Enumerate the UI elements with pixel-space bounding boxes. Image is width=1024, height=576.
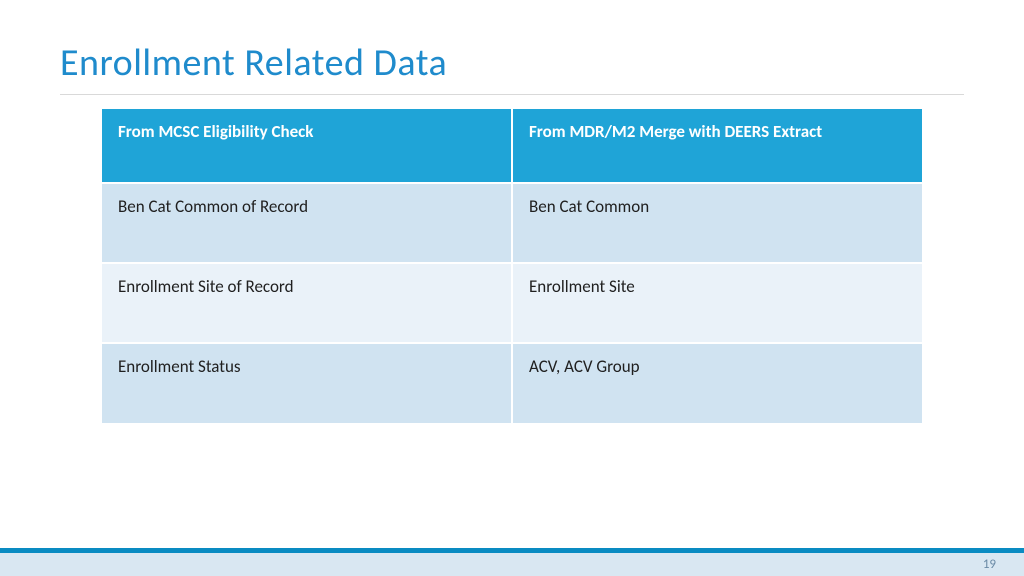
table-row: Enrollment Status ACV, ACV Group	[102, 343, 922, 423]
table-header-row: From MCSC Eligibility Check From MDR/M2 …	[102, 109, 922, 183]
slide: Enrollment Related Data From MCSC Eligib…	[0, 0, 1024, 576]
table-header-cell: From MCSC Eligibility Check	[102, 109, 512, 183]
table-cell: Ben Cat Common	[512, 183, 922, 263]
table-cell: Enrollment Site of Record	[102, 263, 512, 343]
data-table: From MCSC Eligibility Check From MDR/M2 …	[102, 109, 922, 423]
table-cell: Enrollment Status	[102, 343, 512, 423]
page-number: 19	[983, 557, 996, 572]
table-row: Ben Cat Common of Record Ben Cat Common	[102, 183, 922, 263]
data-table-container: From MCSC Eligibility Check From MDR/M2 …	[102, 109, 922, 423]
table-cell: Enrollment Site	[512, 263, 922, 343]
slide-title: Enrollment Related Data	[60, 40, 964, 95]
table-cell: ACV, ACV Group	[512, 343, 922, 423]
table-header-cell: From MDR/M2 Merge with DEERS Extract	[512, 109, 922, 183]
footer-strip: 19	[0, 553, 1024, 576]
table-cell: Ben Cat Common of Record	[102, 183, 512, 263]
table-row: Enrollment Site of Record Enrollment Sit…	[102, 263, 922, 343]
